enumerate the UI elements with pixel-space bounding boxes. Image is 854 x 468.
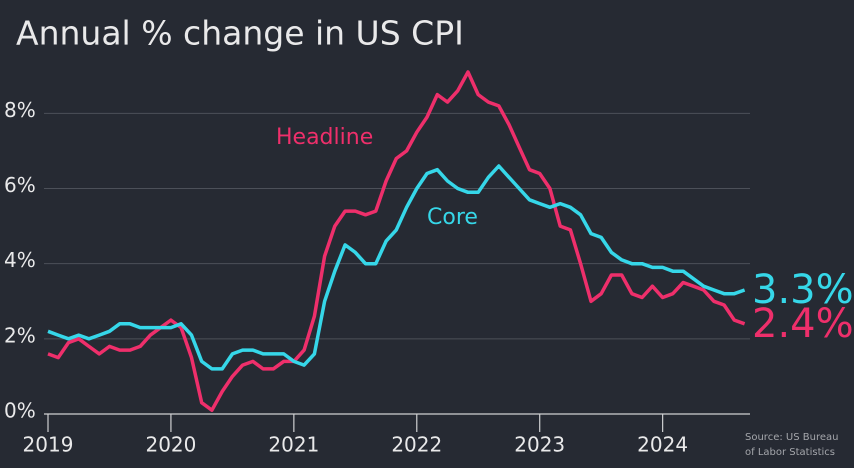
series-label: Headline — [276, 125, 373, 150]
x-tick-label: 2021 — [268, 433, 319, 457]
y-tick-label: 4% — [4, 248, 36, 272]
x-tick-label: 2022 — [391, 433, 442, 457]
value-label: 2.4% — [752, 301, 854, 347]
y-tick-label: 2% — [4, 323, 36, 347]
series-line — [47, 164, 746, 371]
source: Source: US Bureau — [745, 432, 838, 443]
x-tick-label: 2020 — [145, 433, 196, 457]
chart-title: Annual % change in US CPI — [16, 14, 464, 53]
x-tick-label: 2019 — [23, 433, 74, 457]
source: of Labor Statistics — [745, 447, 835, 458]
y-tick-label: 0% — [4, 399, 36, 423]
value-label: 3.3% — [752, 267, 854, 313]
x-tick-label: 2024 — [637, 433, 688, 457]
y-tick-label: 6% — [4, 173, 36, 197]
y-tick-label: 8% — [4, 98, 36, 122]
x-tick-label: 2023 — [514, 433, 565, 457]
series-line — [47, 70, 746, 412]
series-label: Core — [427, 205, 478, 230]
